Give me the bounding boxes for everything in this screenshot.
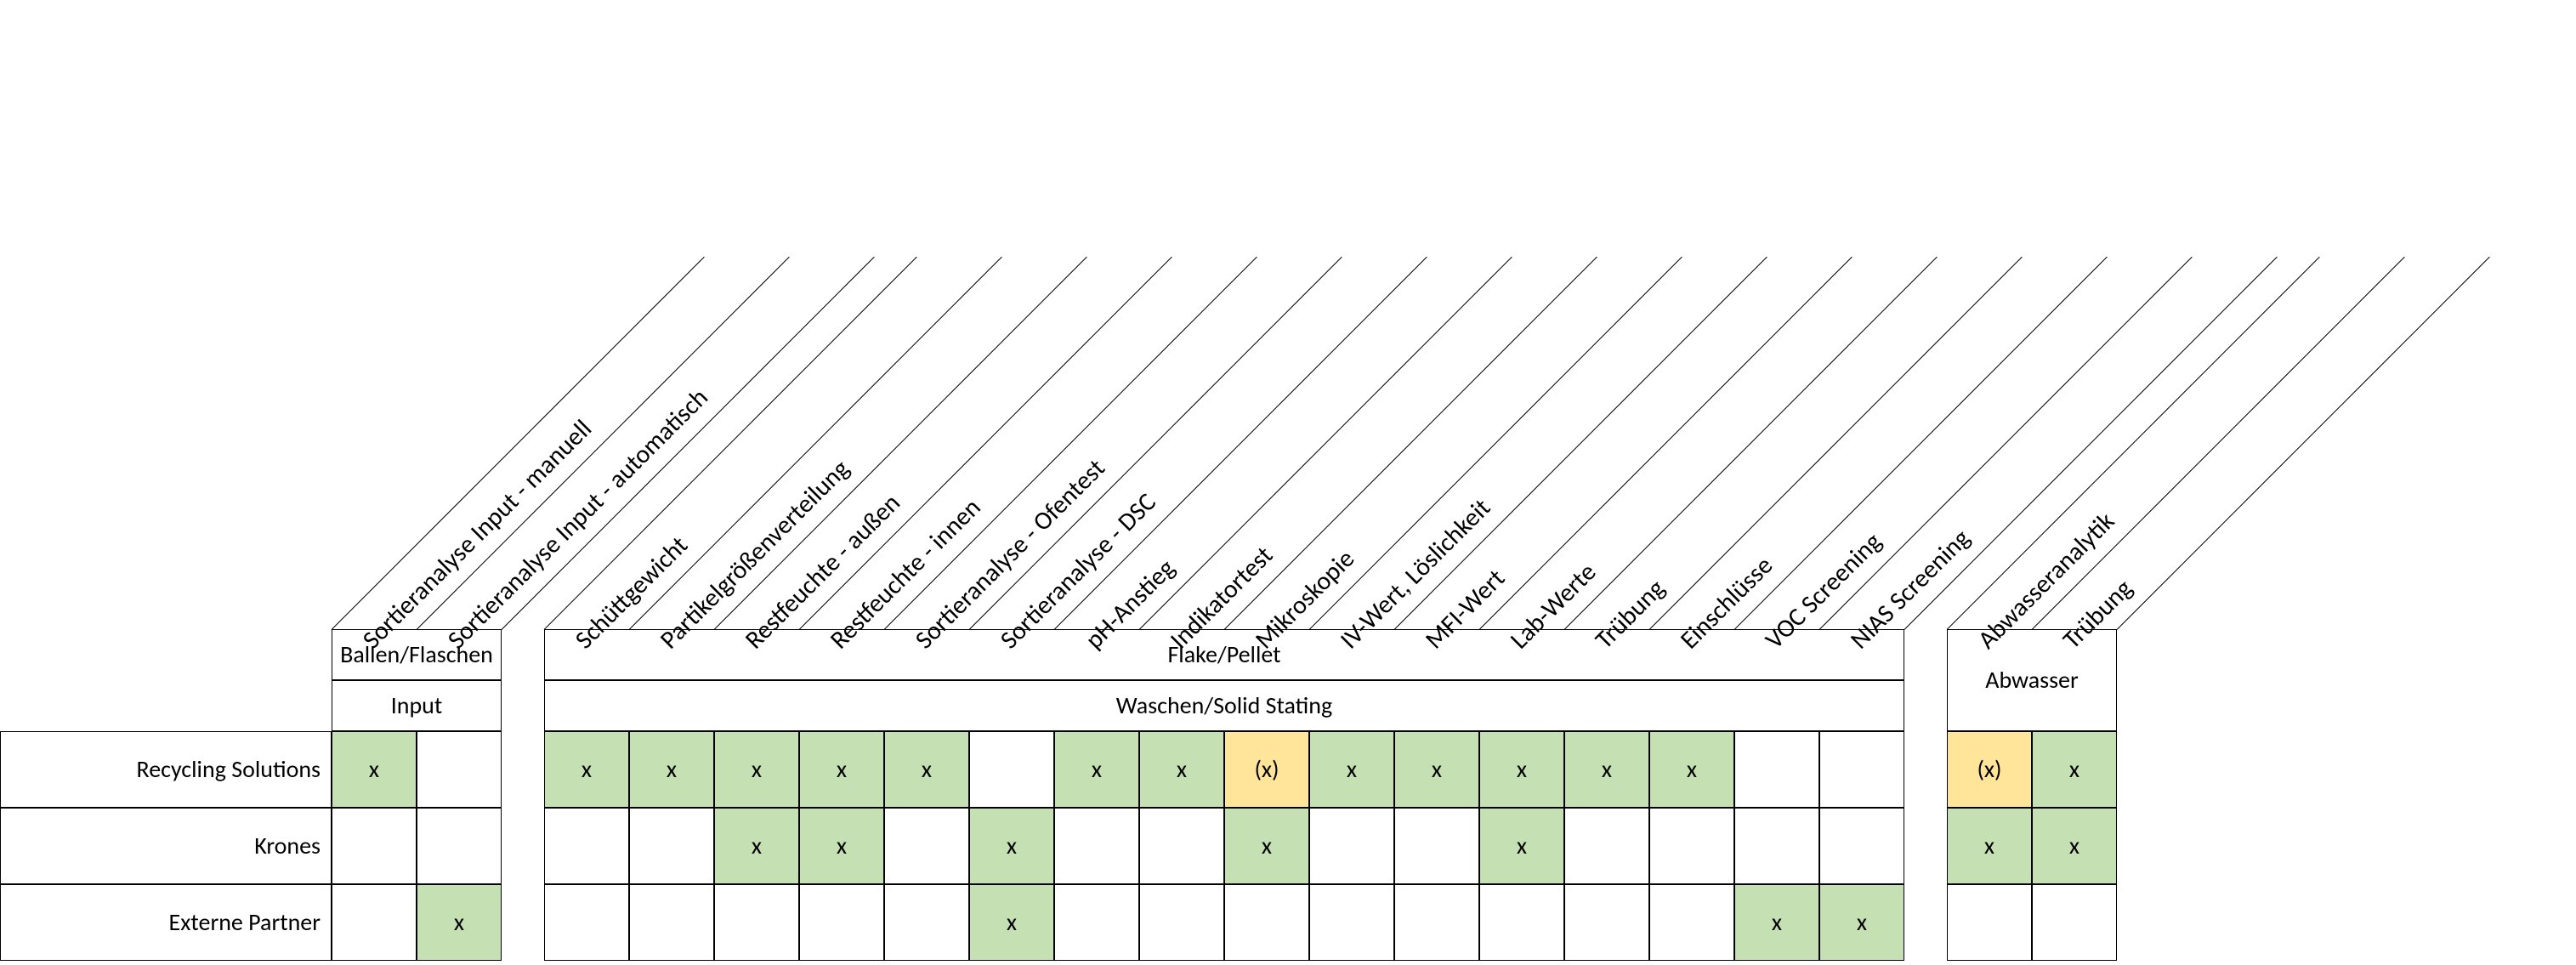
matrix-cell: (x) bbox=[1224, 731, 1309, 808]
matrix-cell bbox=[417, 808, 502, 884]
matrix-cell: x bbox=[2032, 731, 2117, 808]
matrix-cell: x bbox=[1054, 731, 1139, 808]
diagonal-gridline bbox=[1904, 257, 2278, 630]
diagonal-gridline bbox=[1479, 257, 1853, 630]
matrix-cell bbox=[1224, 884, 1309, 961]
matrix-cell: x bbox=[1309, 731, 1394, 808]
row-label: Externe Partner bbox=[0, 884, 332, 961]
matrix-cell bbox=[1309, 808, 1394, 884]
matrix-cell bbox=[544, 884, 629, 961]
matrix-cell: x bbox=[1479, 808, 1564, 884]
matrix-cell bbox=[1394, 884, 1479, 961]
matrix-cell: x bbox=[1479, 731, 1564, 808]
matrix-cell bbox=[629, 884, 714, 961]
matrix-cell: x bbox=[1649, 731, 1734, 808]
matrix-cell bbox=[1947, 884, 2032, 961]
matrix-cell: x bbox=[969, 884, 1054, 961]
matrix-cell bbox=[1734, 731, 1819, 808]
matrix-cell: x bbox=[1734, 884, 1819, 961]
matrix-cell bbox=[884, 808, 969, 884]
matrix-cell bbox=[1139, 884, 1224, 961]
matrix-cell bbox=[1054, 884, 1139, 961]
matrix-cell bbox=[884, 884, 969, 961]
matrix-cell bbox=[799, 884, 884, 961]
matrix-cell bbox=[1479, 884, 1564, 961]
matrix-cell: (x) bbox=[1947, 731, 2032, 808]
diagonal-gridline bbox=[2117, 257, 2490, 630]
matrix-cell bbox=[1309, 884, 1394, 961]
matrix-cell bbox=[1649, 884, 1734, 961]
matrix-cell bbox=[1649, 808, 1734, 884]
matrix-cell: x bbox=[1224, 808, 1309, 884]
row-label: Krones bbox=[0, 808, 332, 884]
matrix-cell: x bbox=[544, 731, 629, 808]
matrix-cell bbox=[332, 884, 417, 961]
diagonal-gridline bbox=[1947, 257, 2320, 630]
matrix-cell bbox=[1734, 808, 1819, 884]
matrix-cell: x bbox=[884, 731, 969, 808]
matrix-cell bbox=[332, 808, 417, 884]
matrix-cell bbox=[2032, 884, 2117, 961]
matrix-cell: x bbox=[799, 808, 884, 884]
column-group-header: Input bbox=[332, 680, 502, 731]
matrix-cell: x bbox=[2032, 808, 2117, 884]
matrix-cell: x bbox=[1819, 884, 1904, 961]
matrix-cell bbox=[714, 884, 799, 961]
row-label: Recycling Solutions bbox=[0, 731, 332, 808]
matrix-cell: x bbox=[714, 808, 799, 884]
matrix-cell: x bbox=[799, 731, 884, 808]
matrix-cell bbox=[1139, 808, 1224, 884]
diagonal-gridline bbox=[1819, 257, 2193, 630]
matrix-cell bbox=[1564, 884, 1649, 961]
matrix-cell bbox=[417, 731, 502, 808]
matrix-cell bbox=[1054, 808, 1139, 884]
matrix-cell bbox=[629, 808, 714, 884]
column-group-header: Abwasser bbox=[1947, 629, 2117, 731]
matrix-cell bbox=[1394, 808, 1479, 884]
matrix-cell bbox=[969, 731, 1054, 808]
diagonal-gridline bbox=[2032, 257, 2405, 630]
matrix-cell: x bbox=[1139, 731, 1224, 808]
matrix-cell: x bbox=[1564, 731, 1649, 808]
matrix-cell bbox=[1819, 808, 1904, 884]
matrix-cell: x bbox=[332, 731, 417, 808]
column-group-header: Waschen/Solid Stating bbox=[544, 680, 1904, 731]
matrix-cell: x bbox=[417, 884, 502, 961]
matrix-cell: x bbox=[1947, 808, 2032, 884]
matrix-cell: x bbox=[714, 731, 799, 808]
matrix-cell bbox=[1819, 731, 1904, 808]
matrix-cell bbox=[1564, 808, 1649, 884]
matrix-cell bbox=[544, 808, 629, 884]
matrix-cell: x bbox=[969, 808, 1054, 884]
matrix-cell: x bbox=[1394, 731, 1479, 808]
matrix-cell: x bbox=[629, 731, 714, 808]
